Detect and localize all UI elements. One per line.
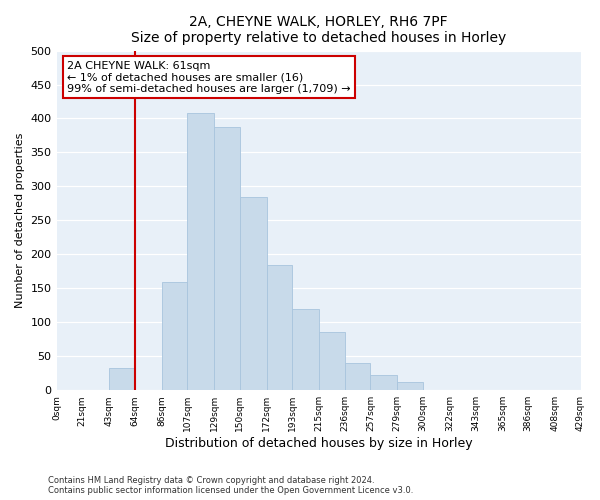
Text: 2A CHEYNE WALK: 61sqm
← 1% of detached houses are smaller (16)
99% of semi-detac: 2A CHEYNE WALK: 61sqm ← 1% of detached h…: [67, 60, 350, 94]
Bar: [161, 282, 187, 390]
Bar: [370, 376, 397, 390]
Bar: [292, 308, 319, 390]
Bar: [214, 126, 240, 390]
Text: Contains HM Land Registry data © Crown copyright and database right 2024.
Contai: Contains HM Land Registry data © Crown c…: [48, 476, 413, 495]
Bar: [345, 363, 370, 390]
Y-axis label: Number of detached properties: Number of detached properties: [15, 132, 25, 308]
Bar: [266, 265, 292, 390]
Bar: [397, 382, 423, 390]
Bar: [240, 196, 266, 390]
Bar: [109, 368, 135, 390]
X-axis label: Distribution of detached houses by size in Horley: Distribution of detached houses by size …: [165, 437, 472, 450]
Title: 2A, CHEYNE WALK, HORLEY, RH6 7PF
Size of property relative to detached houses in: 2A, CHEYNE WALK, HORLEY, RH6 7PF Size of…: [131, 15, 506, 45]
Bar: [187, 113, 214, 390]
Bar: [319, 332, 345, 390]
